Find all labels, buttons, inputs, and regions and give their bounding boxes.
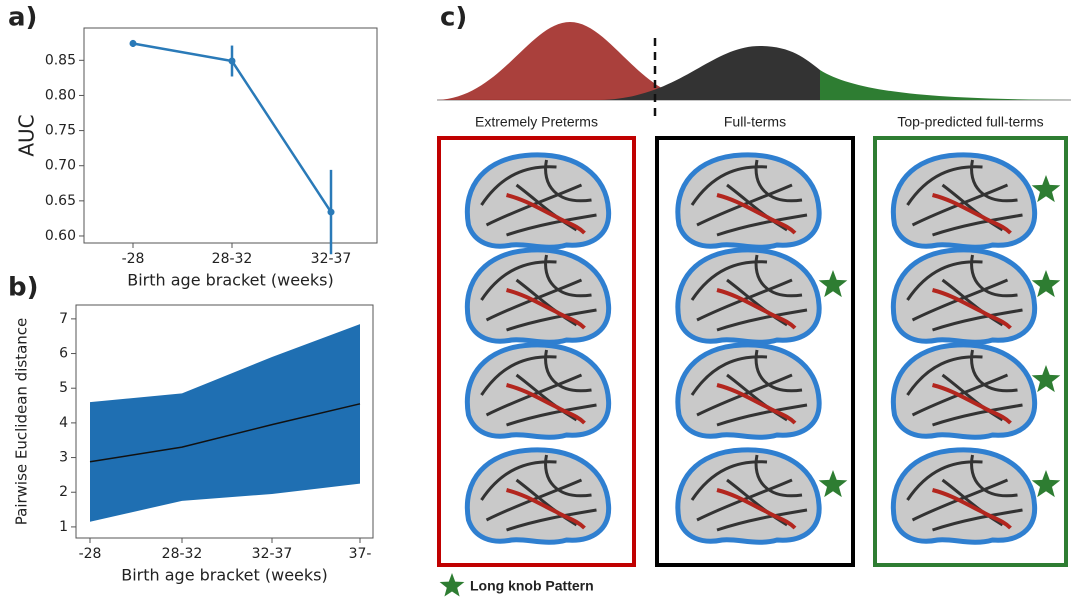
y-tick-label: 5: [59, 380, 68, 396]
y-tick-label: 4: [59, 415, 68, 431]
y-tick-label: 0.85: [45, 52, 76, 68]
brain-image: [893, 450, 1034, 542]
y-tick-label: 0.60: [45, 228, 76, 244]
brain-image: [467, 155, 608, 247]
x-tick-label: 32-37: [311, 251, 352, 267]
brain-image: [467, 450, 608, 542]
group-box: [873, 136, 1068, 567]
group-label: Top-predicted full-terms: [897, 114, 1043, 130]
top-curve: [820, 70, 1071, 100]
point: [129, 39, 137, 47]
brain-image: [678, 250, 819, 342]
y-axis-label: AUC: [15, 114, 39, 156]
brain-image: [467, 250, 608, 342]
mean-line: [89, 403, 361, 463]
x-tick-label: 37-: [349, 546, 372, 562]
x-tick-label: 28-32: [212, 251, 253, 267]
group-box: [437, 136, 636, 567]
y-tick-label: 6: [59, 346, 68, 362]
x-tick-label: 28-32: [162, 546, 203, 562]
star: [1031, 470, 1061, 498]
plot-frame: [83, 27, 378, 244]
star: [1031, 365, 1061, 393]
y-tick-label: 0.80: [45, 87, 76, 103]
star: [439, 573, 465, 597]
panel-label: a): [8, 3, 37, 33]
legend-label: Long knob Pattern: [470, 578, 594, 594]
brain-image: [678, 450, 819, 542]
fullterm-curve: [600, 46, 820, 100]
plot-frame: [75, 304, 374, 539]
group-box: [655, 136, 855, 567]
x-axis-label: Birth age bracket (weeks): [127, 271, 333, 290]
star: [1031, 270, 1061, 298]
panel-label: c): [440, 3, 467, 33]
x-axis-label: Birth age bracket (weeks): [121, 566, 327, 585]
y-tick-label: 0.70: [45, 158, 76, 174]
panel-label: b): [8, 273, 39, 303]
y-axis-label: Pairwise Euclidean distance: [13, 318, 31, 526]
point: [228, 57, 236, 65]
brain-image: [467, 345, 608, 437]
brain-image: [678, 345, 819, 437]
group-label: Full-terms: [724, 114, 786, 130]
point: [327, 208, 335, 216]
brain-image: [893, 250, 1034, 342]
brain-image: [893, 345, 1034, 437]
star: [1031, 175, 1061, 203]
y-tick-label: 0.65: [45, 193, 76, 209]
x-tick-label: 32-37: [252, 546, 293, 562]
brain-image: [893, 155, 1034, 247]
preterm-curve: [437, 22, 700, 100]
x-tick-label: -28: [122, 251, 145, 267]
band: [90, 324, 360, 522]
y-tick-label: 7: [59, 311, 68, 327]
y-tick-label: 1: [59, 519, 68, 535]
distributions: [437, 22, 1071, 118]
y-tick-label: 0.75: [45, 123, 76, 139]
y-tick-label: 2: [59, 484, 68, 500]
brain-image: [678, 155, 819, 247]
star: [818, 470, 848, 498]
star: [818, 270, 848, 298]
x-tick-label: -28: [79, 546, 102, 562]
y-tick-label: 3: [59, 450, 68, 466]
group-label: Extremely Preterms: [475, 114, 598, 130]
